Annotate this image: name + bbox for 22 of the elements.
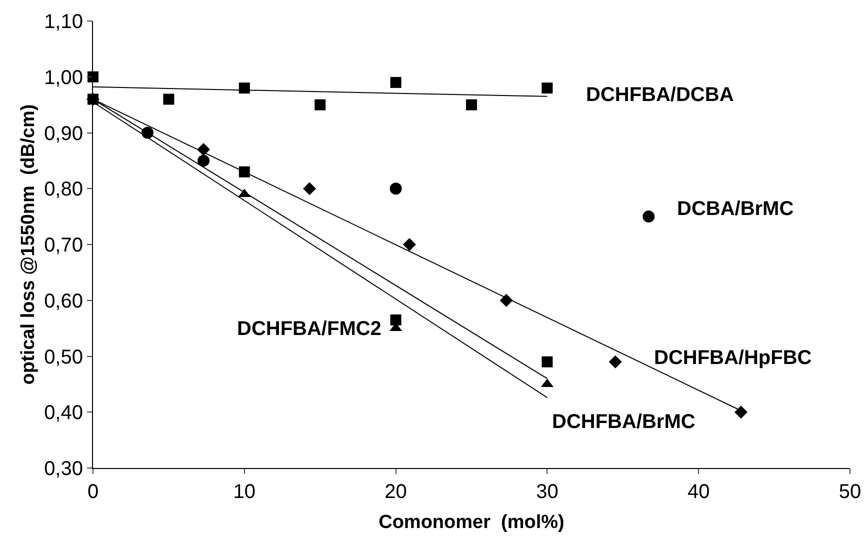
y-tick-label: 1,00 <box>44 66 83 89</box>
x-tick-label: 20 <box>384 481 407 503</box>
y-axis-title: optical loss @1550nm (dB/cm) <box>18 104 39 385</box>
y-tick-label: 0,40 <box>44 402 83 424</box>
y-tick-label: 0,60 <box>44 290 83 312</box>
series-label: DCHFBA/HpFBC <box>654 347 812 369</box>
x-axis-title: Comonomer (mol%) <box>378 512 564 533</box>
x-tick-label: 10 <box>233 481 256 503</box>
x-tick-label: 40 <box>687 481 710 503</box>
x-tick-label: 0 <box>87 481 99 503</box>
y-tick-label: 0,90 <box>44 122 83 145</box>
y-tick-label: 0,70 <box>44 234 83 256</box>
y-tick-label: 0,30 <box>44 458 83 480</box>
x-tick-label: 30 <box>536 481 558 503</box>
series-label: DCHFBA/BrMC <box>552 411 696 433</box>
series-label: DCBA/BrMC <box>677 198 794 220</box>
x-tick-label: 50 <box>838 481 862 503</box>
y-tick-label: 1,10 <box>44 11 83 33</box>
y-tick-label: 0,50 <box>44 346 83 368</box>
y-tick-label: 0,80 <box>44 178 83 201</box>
series-label: DCHFBA/FMC2 <box>237 318 382 340</box>
series-label: DCHFBA/DCBA <box>586 84 734 106</box>
